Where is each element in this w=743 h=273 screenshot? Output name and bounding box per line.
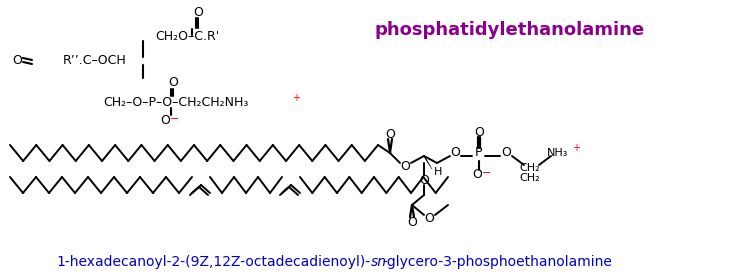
Text: O: O [407,215,417,229]
Text: phosphatidylethanolamine: phosphatidylethanolamine [375,21,645,39]
Text: O: O [193,5,203,19]
Text: O: O [450,147,460,159]
Text: O: O [474,126,484,138]
Text: O: O [160,114,170,127]
Text: CH₂–O–P–O–CH₂CH₂NH₃: CH₂–O–P–O–CH₂CH₂NH₃ [103,96,248,109]
Text: NH₃: NH₃ [548,148,568,158]
Text: R’’.C–OCH: R’’.C–OCH [63,54,127,67]
Text: −: − [170,114,180,124]
Text: H: H [434,167,442,177]
Text: 1-hexadecanoyl-2-(9Z,12Z-octadecadienoyl)-: 1-hexadecanoyl-2-(9Z,12Z-octadecadienoyl… [57,255,371,269]
Text: P: P [476,147,483,159]
Text: O: O [472,168,482,182]
Text: O: O [419,174,429,186]
Text: O: O [385,127,395,141]
Text: −: − [482,168,492,178]
Text: O: O [168,76,178,90]
Text: +: + [292,93,300,103]
Text: -glycero-3-phosphoethanolamine: -glycero-3-phosphoethanolamine [382,255,612,269]
Text: O: O [12,54,22,67]
Text: O: O [400,161,410,174]
Text: CH₂: CH₂ [519,163,540,173]
Text: CH₂O–C.R': CH₂O–C.R' [155,29,219,43]
Text: O: O [501,147,511,159]
Text: CH₂: CH₂ [519,173,540,183]
Text: +: + [572,143,580,153]
Text: O: O [424,212,434,225]
Text: sn: sn [371,255,387,269]
